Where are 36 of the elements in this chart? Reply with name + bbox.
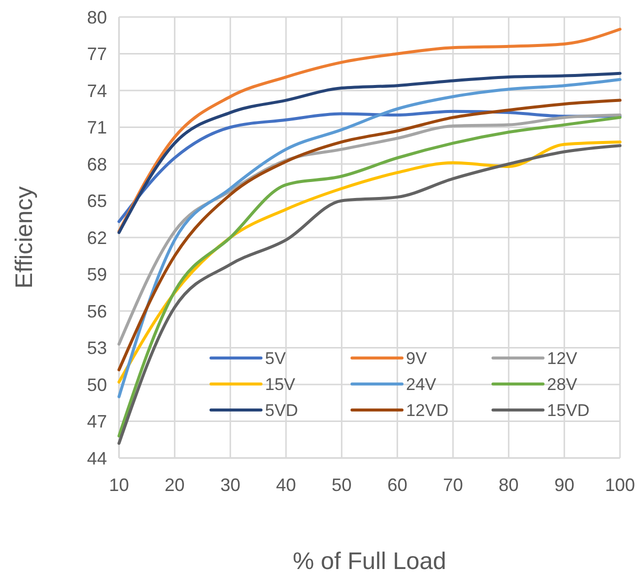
y-tick-label: 62 [86, 228, 107, 248]
legend-label: 5V [265, 348, 286, 368]
x-tick-label: 60 [387, 475, 408, 495]
y-axis-title: Efficiency [11, 186, 38, 289]
x-tick-label: 50 [332, 475, 352, 495]
x-tick-label: 30 [220, 475, 240, 495]
legend-label: 15V [265, 374, 296, 394]
y-tick-label: 47 [86, 412, 107, 432]
legend-label: 12V [547, 348, 578, 368]
x-tick-label: 100 [604, 475, 636, 495]
y-tick-label: 56 [86, 301, 107, 322]
x-tick-label: 10 [108, 475, 130, 495]
x-tick-label: 70 [442, 475, 464, 495]
y-tick-label: 44 [86, 448, 107, 468]
x-tick-label: 90 [554, 475, 574, 495]
y-tick-label: 71 [86, 118, 107, 138]
line-series [118, 28, 622, 233]
y-tick-label: 65 [86, 191, 107, 212]
x-tick-label: 40 [276, 475, 296, 495]
legend-label: 28V [547, 374, 578, 394]
y-tick-label: 77 [86, 44, 107, 64]
y-tick-label: 50 [86, 374, 107, 395]
line-series [118, 72, 622, 234]
legend-label: 9V [406, 348, 428, 368]
y-tick-label: 74 [86, 80, 107, 101]
x-tick-label: 80 [498, 475, 519, 495]
legend-label: 12VD [406, 400, 449, 420]
legend-label: 24V [406, 374, 437, 394]
legend-label: 15VD [547, 400, 590, 420]
y-tick-label: 80 [86, 7, 107, 28]
x-axis-title: % of Full Load [292, 548, 446, 575]
y-tick-label: 68 [86, 154, 107, 174]
y-tick-label: 59 [86, 264, 107, 285]
legend-label: 5VD [265, 400, 298, 420]
x-tick-label: 20 [164, 475, 185, 495]
y-tick-label: 53 [86, 338, 107, 358]
